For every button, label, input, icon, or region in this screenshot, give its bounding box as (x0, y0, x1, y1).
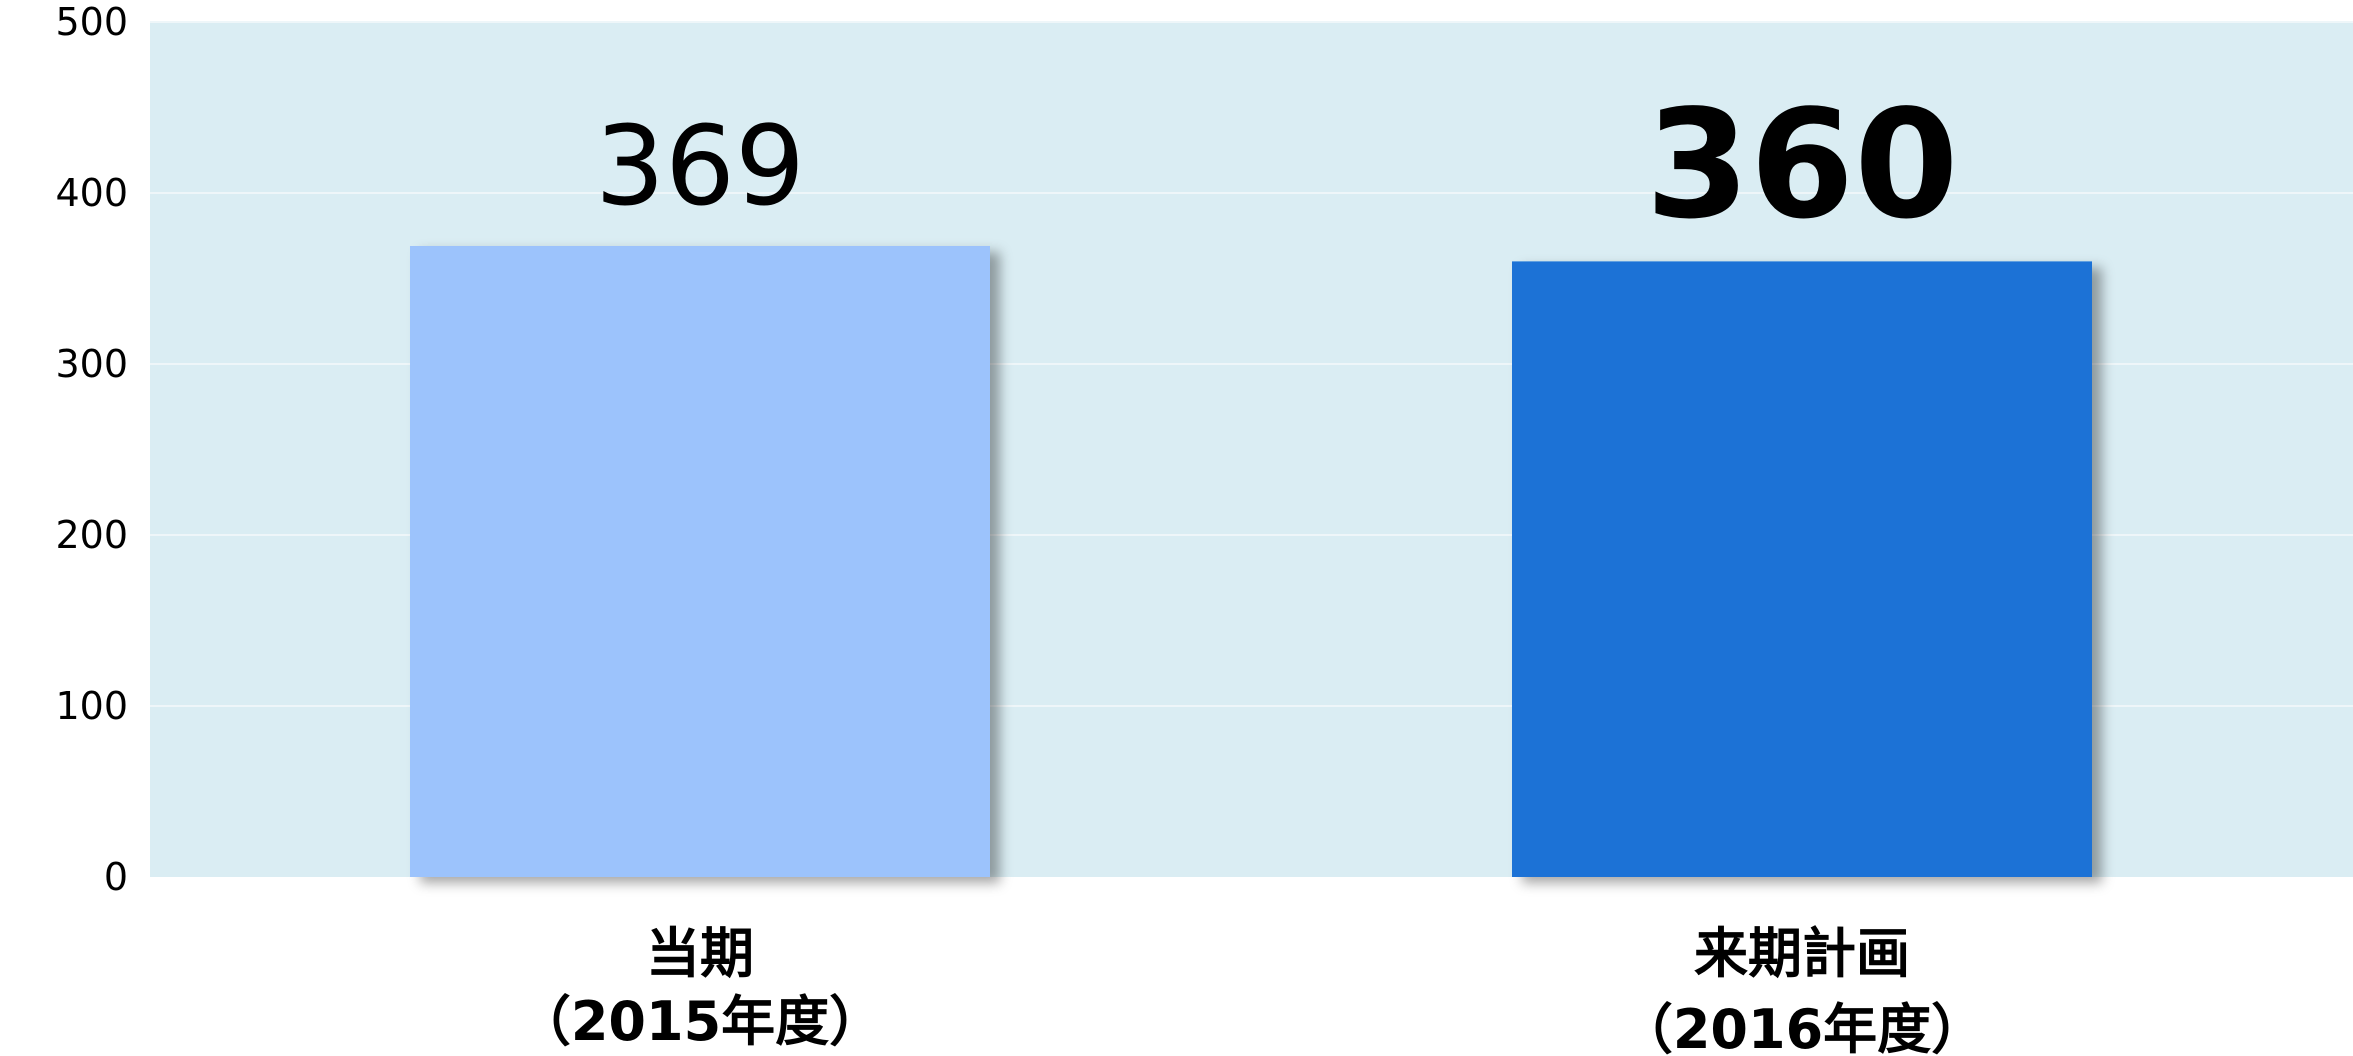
value-label: 369 (595, 102, 805, 230)
x-tick-label: 当期 (646, 922, 754, 985)
x-tick-label: （2015年度） (517, 990, 883, 1053)
x-tick-label: 来期計画 (1694, 922, 1910, 985)
y-tick-label: 500 (55, 0, 128, 44)
y-axis-ticks: 0 100 200 300 400 500 (55, 0, 128, 899)
bar (410, 246, 990, 877)
x-tick-label: （2016年度） (1619, 998, 1985, 1056)
x-axis-labels: 当期（2015年度） 来期計画 （2016年度） (517, 922, 1985, 1056)
bars (410, 246, 2092, 877)
bar (1512, 261, 2092, 877)
y-tick-label: 0 (104, 855, 128, 899)
value-labels: 369 360 (595, 78, 1959, 252)
y-tick-label: 400 (55, 171, 128, 215)
y-tick-label: 100 (55, 684, 128, 728)
y-tick-label: 200 (55, 513, 128, 557)
value-label: 360 (1645, 78, 1958, 252)
y-tick-label: 300 (55, 342, 128, 386)
